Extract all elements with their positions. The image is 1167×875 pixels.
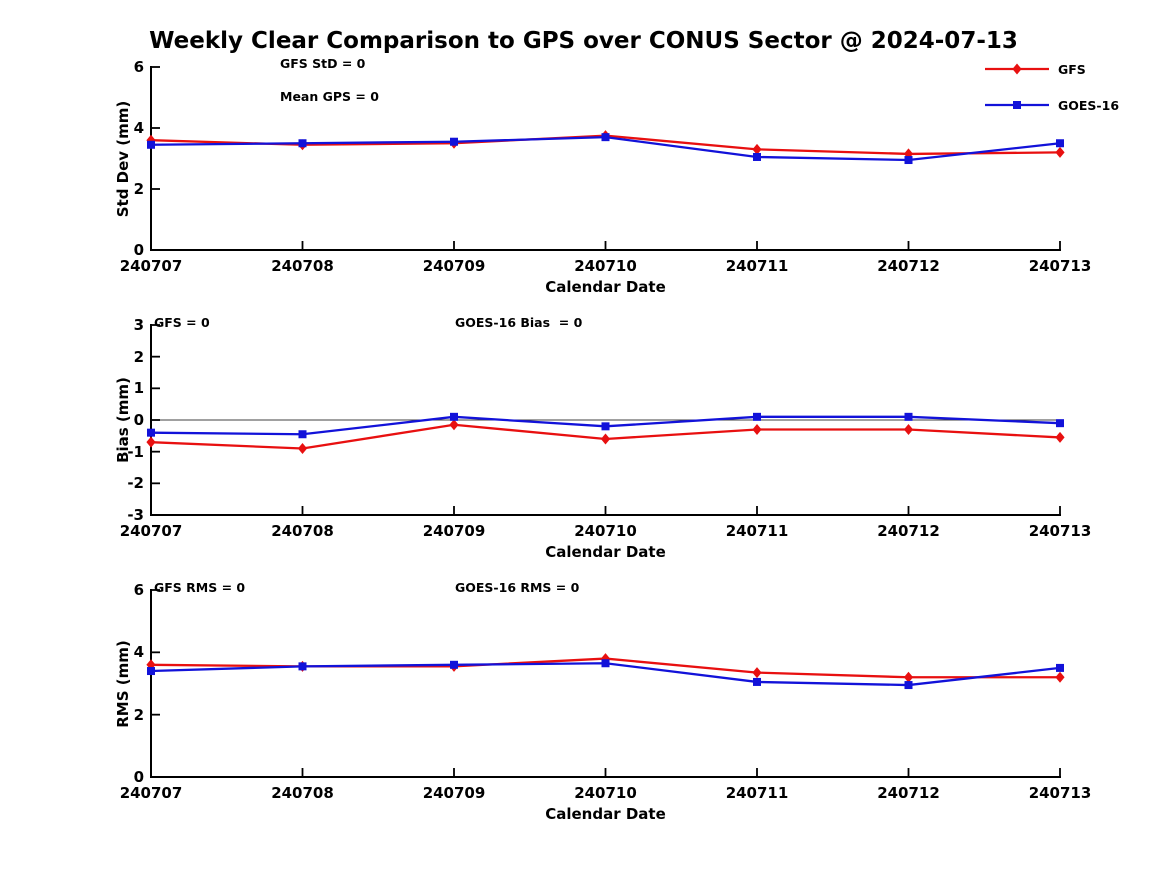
y-tick-label: 4 bbox=[133, 119, 144, 137]
x-tick-label: 240708 bbox=[271, 257, 334, 275]
x-tick-label: 240707 bbox=[119, 522, 183, 540]
x-axis-label: Calendar Date bbox=[545, 543, 666, 561]
x-tick-label: 240713 bbox=[1028, 522, 1092, 540]
x-axis-label: Calendar Date bbox=[545, 805, 666, 823]
y-tick-label: 6 bbox=[133, 581, 144, 599]
gfs-line-diamond-icon bbox=[985, 61, 1049, 77]
y-tick-label: 3 bbox=[133, 316, 144, 334]
y-tick-label: -3 bbox=[127, 506, 144, 524]
y-tick-label: -1 bbox=[127, 442, 144, 461]
y-tick-label: 2 bbox=[133, 180, 144, 198]
x-tick-label: 240712 bbox=[877, 784, 940, 802]
y-axis-label: RMS (mm) bbox=[114, 639, 132, 728]
x-tick-label: 240712 bbox=[877, 522, 940, 540]
annotation-gfs-bias: GFS = 0 bbox=[154, 315, 210, 330]
plot-area bbox=[146, 324, 1065, 516]
y-tick-label: 1 bbox=[133, 379, 144, 398]
x-tick-label: 240710 bbox=[574, 522, 637, 540]
x-tick-label: 240711 bbox=[725, 257, 789, 275]
goes16-line-square-icon bbox=[985, 97, 1049, 113]
annotation-gfs-std: GFS StD = 0 bbox=[280, 56, 366, 71]
legend-item-goes16: GOES-16 bbox=[985, 96, 1119, 114]
x-tick-label: 240708 bbox=[271, 784, 334, 802]
legend-item-gfs: GFS bbox=[985, 60, 1086, 78]
plot-area bbox=[146, 589, 1065, 778]
y-tick-label: 2 bbox=[133, 347, 144, 366]
y-tick-label: 0 bbox=[133, 411, 144, 429]
annotation-goes-rms: GOES-16 RMS = 0 bbox=[455, 580, 580, 595]
x-tick-label: 240707 bbox=[119, 257, 183, 275]
legend-label-gfs: GFS bbox=[1058, 61, 1086, 77]
x-tick-label: 240707 bbox=[119, 784, 183, 802]
x-tick-label: 240712 bbox=[877, 257, 940, 275]
x-tick-label: 240713 bbox=[1028, 257, 1092, 275]
annotation-goes-bias: GOES-16 Bias = 0 bbox=[455, 315, 583, 330]
y-tick-label: 0 bbox=[133, 768, 144, 786]
y-tick-label: 6 bbox=[133, 58, 144, 76]
y-tick-label: 0 bbox=[133, 241, 144, 259]
legend-label-goes16: GOES-16 bbox=[1058, 97, 1120, 113]
x-tick-label: 240713 bbox=[1028, 784, 1092, 802]
x-tick-label: 240711 bbox=[725, 522, 789, 540]
x-tick-label: 240709 bbox=[422, 257, 486, 275]
x-tick-label: 240710 bbox=[574, 257, 637, 275]
x-tick-label: 240708 bbox=[271, 522, 334, 540]
annotation-gfs-rms: GFS RMS = 0 bbox=[154, 580, 246, 595]
x-tick-label: 240709 bbox=[422, 784, 486, 802]
y-tick-label: -2 bbox=[127, 474, 144, 493]
y-axis-label: Std Dev (mm) bbox=[114, 100, 132, 217]
chart-title: Weekly Clear Comparison to GPS over CONU… bbox=[149, 28, 1018, 54]
x-axis-label: Calendar Date bbox=[545, 278, 666, 296]
x-tick-label: 240711 bbox=[725, 784, 789, 802]
y-tick-label: 4 bbox=[133, 643, 144, 662]
y-tick-label: 2 bbox=[133, 705, 144, 724]
x-tick-label: 240710 bbox=[574, 784, 637, 802]
x-tick-label: 240709 bbox=[422, 522, 486, 540]
annotation-mean-gps: Mean GPS = 0 bbox=[280, 89, 379, 104]
plot-area bbox=[146, 66, 1065, 251]
